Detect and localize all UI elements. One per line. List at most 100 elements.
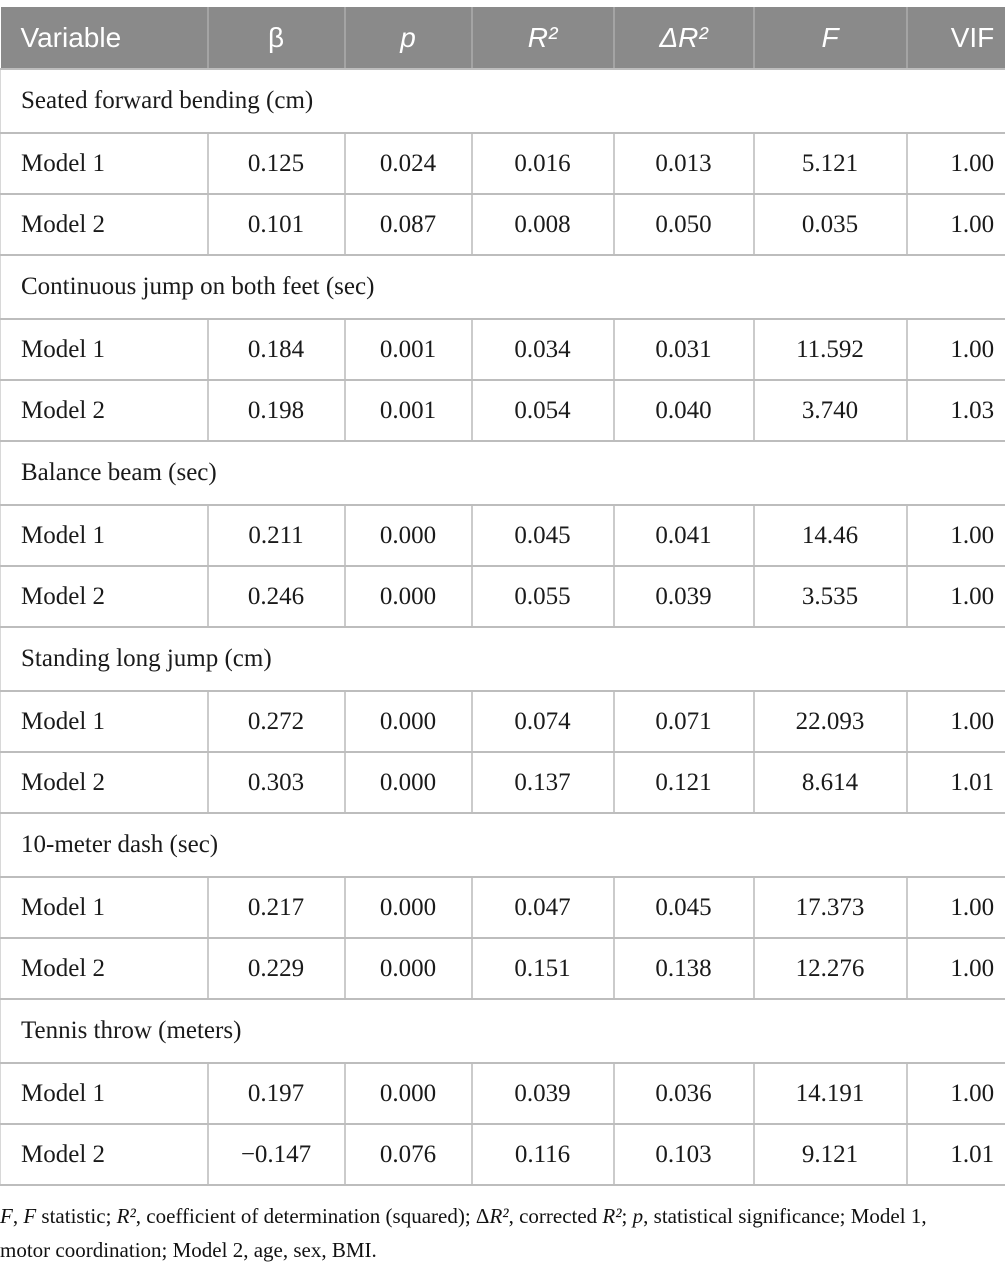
footnote-segment: , statistical significance; Model 1, mot… (0, 1204, 927, 1263)
cell-r2: 0.054 (471, 380, 615, 442)
footnote-segment: R² (116, 1204, 136, 1228)
footnote-segment: , (12, 1204, 24, 1228)
cell-p: 0.000 (344, 505, 473, 567)
section-title: Seated forward bending (cm) (0, 69, 1005, 134)
cell-delta-r2: 0.013 (613, 133, 755, 195)
column-header-delta-r2: ΔR² (613, 7, 755, 70)
column-header-variable: Variable (0, 7, 209, 70)
table-row: Model 2 0.246 0.000 0.055 0.039 3.535 1.00 (0, 566, 1005, 628)
cell-f: 5.121 (753, 133, 908, 195)
cell-f: 3.535 (753, 566, 908, 628)
cell-beta: 0.197 (207, 1063, 346, 1125)
footnote-segment: F (23, 1204, 37, 1228)
row-label: Model 1 (0, 877, 209, 939)
cell-r2: 0.039 (471, 1063, 615, 1125)
cell-p: 0.001 (344, 380, 473, 442)
footnote-segment: , corrected (508, 1204, 603, 1228)
section-title: Balance beam (sec) (0, 441, 1005, 506)
column-header-beta: β (207, 7, 346, 70)
cell-delta-r2: 0.103 (613, 1124, 755, 1186)
footnote-segment: , coefficient of determination (squared)… (135, 1204, 490, 1228)
footnote-segment: p (632, 1204, 644, 1228)
cell-delta-r2: 0.040 (613, 380, 755, 442)
table-row: Model 1 0.184 0.001 0.034 0.031 11.592 1.00 (0, 319, 1005, 381)
cell-f: 8.614 (753, 752, 908, 814)
section-row: Balance beam (sec) (0, 441, 1005, 506)
cell-delta-r2: 0.050 (613, 194, 755, 256)
section-title: Continuous jump on both feet (sec) (0, 255, 1005, 320)
cell-f: 14.46 (753, 505, 908, 567)
cell-r2: 0.137 (471, 752, 615, 814)
footnote-segment: R² (489, 1204, 509, 1228)
cell-beta: 0.217 (207, 877, 346, 939)
cell-p: 0.024 (344, 133, 473, 195)
cell-delta-r2: 0.121 (613, 752, 755, 814)
cell-vif: 1.00 (906, 319, 1005, 381)
cell-beta: 0.246 (207, 566, 346, 628)
cell-f: 14.191 (753, 1063, 908, 1125)
cell-delta-r2: 0.045 (613, 877, 755, 939)
section-title: 10-meter dash (sec) (0, 813, 1005, 878)
cell-p: 0.000 (344, 1063, 473, 1125)
cell-vif: 1.00 (906, 505, 1005, 567)
cell-p: 0.076 (344, 1124, 473, 1186)
row-label: Model 2 (0, 194, 209, 256)
table-row: Model 2 −0.147 0.076 0.116 0.103 9.121 1.01 (0, 1124, 1005, 1186)
cell-beta: 0.198 (207, 380, 346, 442)
table-row: Model 1 0.217 0.000 0.047 0.045 17.373 1.00 (0, 877, 1005, 939)
row-label: Model 2 (0, 1124, 209, 1186)
cell-f: 9.121 (753, 1124, 908, 1186)
row-label: Model 1 (0, 319, 209, 381)
cell-beta: 0.211 (207, 505, 346, 567)
cell-beta: 0.229 (207, 938, 346, 1000)
column-header-p: p (344, 7, 473, 70)
table-footnote: F, F statistic; R², coefficient of deter… (0, 1199, 948, 1267)
cell-p: 0.000 (344, 752, 473, 814)
cell-vif: 1.00 (906, 938, 1005, 1000)
section-row: 10-meter dash (sec) (0, 813, 1005, 878)
header-row: Variable β p R² ΔR² F VIF (0, 7, 1005, 70)
footnote-segment: R² (602, 1204, 622, 1228)
section-row: Standing long jump (cm) (0, 627, 1005, 692)
cell-p: 0.087 (344, 194, 473, 256)
cell-f: 12.276 (753, 938, 908, 1000)
cell-delta-r2: 0.036 (613, 1063, 755, 1125)
cell-r2: 0.074 (471, 691, 615, 753)
table-row: Model 1 0.272 0.000 0.074 0.071 22.093 1.00 (0, 691, 1005, 753)
table-header: Variable β p R² ΔR² F VIF (0, 7, 1005, 70)
row-label: Model 1 (0, 691, 209, 753)
table-row: Model 1 0.125 0.024 0.016 0.013 5.121 1.00 (0, 133, 1005, 195)
row-label: Model 2 (0, 938, 209, 1000)
cell-vif: 1.03 (906, 380, 1005, 442)
row-label: Model 1 (0, 133, 209, 195)
column-header-r2: R² (471, 7, 615, 70)
cell-beta: 0.125 (207, 133, 346, 195)
cell-p: 0.001 (344, 319, 473, 381)
cell-f: 11.592 (753, 319, 908, 381)
cell-vif: 1.00 (906, 566, 1005, 628)
cell-vif: 1.01 (906, 752, 1005, 814)
cell-beta: 0.303 (207, 752, 346, 814)
table-row: Model 2 0.198 0.001 0.054 0.040 3.740 1.03 (0, 380, 1005, 442)
cell-r2: 0.116 (471, 1124, 615, 1186)
footnote-segment: ; (621, 1204, 633, 1228)
table-row: Model 2 0.229 0.000 0.151 0.138 12.276 1.00 (0, 938, 1005, 1000)
cell-f: 17.373 (753, 877, 908, 939)
row-label: Model 1 (0, 1063, 209, 1125)
cell-vif: 1.00 (906, 133, 1005, 195)
cell-r2: 0.034 (471, 319, 615, 381)
cell-p: 0.000 (344, 877, 473, 939)
table-row: Model 1 0.211 0.000 0.045 0.041 14.46 1.00 (0, 505, 1005, 567)
cell-r2: 0.016 (471, 133, 615, 195)
cell-beta: −0.147 (207, 1124, 346, 1186)
regression-table: Variable β p R² ΔR² F VIF Seated forward bendi… (0, 7, 1005, 1186)
cell-r2: 0.045 (471, 505, 615, 567)
cell-beta: 0.101 (207, 194, 346, 256)
cell-p: 0.000 (344, 691, 473, 753)
cell-beta: 0.184 (207, 319, 346, 381)
cell-f: 22.093 (753, 691, 908, 753)
row-label: Model 2 (0, 380, 209, 442)
cell-vif: 1.01 (906, 1124, 1005, 1186)
cell-f: 0.035 (753, 194, 908, 256)
